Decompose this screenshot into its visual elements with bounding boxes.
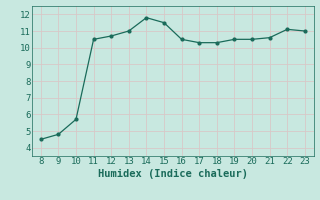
X-axis label: Humidex (Indice chaleur): Humidex (Indice chaleur): [98, 169, 248, 179]
